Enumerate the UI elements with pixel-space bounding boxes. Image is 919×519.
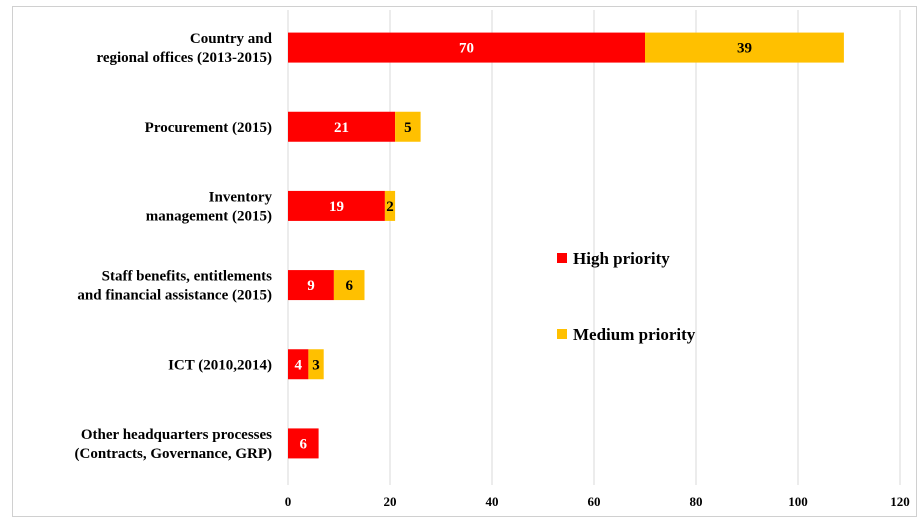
category-label: and financial assistance (2015) [77, 288, 272, 304]
bar-segment [288, 111, 396, 142]
gridlines [287, 10, 901, 485]
x-axis-ticks: 0 20 40 60 80 100 120 [285, 494, 910, 509]
bar-value-label: 5 [404, 120, 412, 136]
bar-segment [288, 270, 334, 301]
legend-swatch [557, 253, 567, 263]
bar-value-label: 19 [329, 199, 344, 215]
y-axis-categories: Country and regional offices (2013-2015) P… [75, 31, 273, 462]
bar-segment [395, 111, 421, 142]
bar-segment [308, 349, 324, 380]
bar-value-label: 6 [345, 278, 353, 294]
legend: High priority Medium priority [557, 249, 696, 344]
bar-value-label: 2 [386, 199, 394, 215]
bar-value-label: 70 [459, 41, 474, 57]
bar-value-label: 4 [294, 357, 302, 373]
bar-segment [288, 190, 385, 221]
legend-swatch [557, 329, 567, 339]
category-label: (Contracts, Governance, GRP) [75, 446, 272, 462]
category-label: regional offices (2013-2015) [96, 50, 272, 66]
x-tick-label: 80 [690, 494, 703, 509]
bar-value-label: 9 [307, 278, 315, 294]
bar-segment [288, 32, 645, 63]
chart-frame [12, 6, 917, 517]
category-label: Other headquarters processes [81, 427, 272, 443]
bar-value-label: 21 [334, 120, 349, 136]
x-tick-label: 20 [384, 494, 397, 509]
bar-value-label: 6 [300, 436, 308, 452]
bar-segment [333, 270, 365, 301]
bar-segment [288, 349, 309, 380]
bar-value-label: 39 [737, 41, 752, 57]
x-tick-label: 100 [788, 494, 808, 509]
legend-label: Medium priority [573, 325, 696, 344]
bar-value-label: 3 [312, 357, 320, 373]
x-tick-label: 40 [486, 494, 499, 509]
category-label: Inventory [209, 189, 273, 205]
category-label: management (2015) [146, 208, 272, 224]
bar-segment [288, 428, 319, 459]
legend-label: High priority [573, 249, 670, 268]
x-tick-label: 60 [588, 494, 601, 509]
bar-segment [384, 190, 396, 221]
bars: 70 39 21 5 19 2 9 6 4 3 6 [288, 32, 844, 459]
bar-segment [645, 32, 844, 63]
category-label: Staff benefits, entitlements [102, 269, 273, 285]
x-tick-label: 0 [285, 494, 292, 509]
category-label: ICT (2010,2014) [168, 357, 272, 373]
category-label: Procurement (2015) [145, 120, 272, 136]
x-tick-label: 120 [890, 494, 910, 509]
category-label: Country and [190, 31, 273, 47]
